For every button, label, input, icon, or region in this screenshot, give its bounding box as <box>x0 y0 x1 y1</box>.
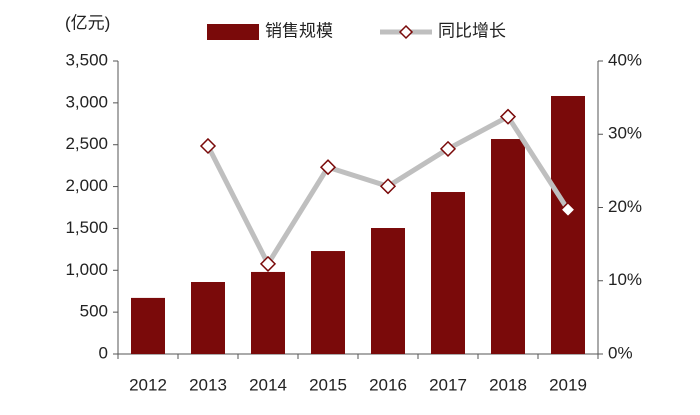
y2-tick-label: 30% <box>608 124 642 143</box>
x-tick-label: 2017 <box>429 375 467 394</box>
y-tick-label: 0 <box>99 343 108 362</box>
legend-marker <box>398 24 414 40</box>
bar <box>131 297 165 354</box>
y2-tick-label: 40% <box>608 50 642 69</box>
bar <box>191 282 225 354</box>
marker <box>559 201 577 218</box>
marker <box>379 178 397 195</box>
marker <box>259 255 277 272</box>
legend-label: 销售规模 <box>265 21 333 40</box>
x-tick-label: 2012 <box>129 375 167 394</box>
bar <box>431 192 465 354</box>
legend-label: 同比增长 <box>438 21 506 40</box>
y-tick-label: 500 <box>80 302 108 321</box>
marker <box>319 159 337 176</box>
x-tick-label: 2015 <box>309 375 347 394</box>
bar <box>551 95 585 355</box>
x-tick-label: 2014 <box>249 375 287 394</box>
y-tick-label: 1,000 <box>65 260 108 279</box>
marker <box>199 137 217 155</box>
y-tick-label: 2,000 <box>65 176 108 195</box>
legend-swatch <box>207 24 259 40</box>
y2-tick-label: 10% <box>608 270 642 289</box>
x-tick-label: 2013 <box>189 375 227 394</box>
bar <box>251 271 285 354</box>
y2-tick-label: 0% <box>608 343 633 362</box>
x-tick-label: 2016 <box>369 375 407 394</box>
y-tick-label: 1,500 <box>65 218 108 237</box>
bar <box>311 251 345 354</box>
y-tick-label: 3,500 <box>65 50 108 69</box>
y-axis-label: (亿元) <box>65 13 110 32</box>
y-tick-label: 2,500 <box>65 134 108 153</box>
y2-tick-label: 20% <box>608 197 642 216</box>
y-tick-label: 3,000 <box>65 92 108 111</box>
marker <box>439 140 457 157</box>
bar <box>491 139 525 354</box>
marker <box>499 108 517 125</box>
x-tick-label: 2019 <box>549 375 587 394</box>
bar <box>371 228 405 354</box>
x-tick-label: 2018 <box>489 375 527 394</box>
